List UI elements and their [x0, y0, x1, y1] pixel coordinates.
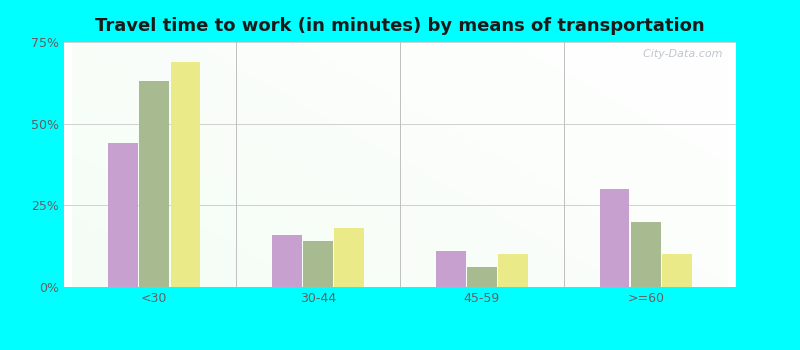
Title: Travel time to work (in minutes) by means of transportation: Travel time to work (in minutes) by mean… — [95, 17, 705, 35]
Bar — [139, 81, 169, 287]
Text: City-Data.com: City-Data.com — [636, 49, 722, 60]
Bar — [170, 62, 200, 287]
Bar — [662, 254, 692, 287]
Bar — [436, 251, 466, 287]
Bar — [631, 222, 661, 287]
Bar — [600, 189, 630, 287]
Bar — [498, 254, 528, 287]
Bar — [303, 241, 333, 287]
Bar — [334, 228, 364, 287]
Bar — [467, 267, 497, 287]
Bar — [272, 235, 302, 287]
Bar — [108, 143, 138, 287]
